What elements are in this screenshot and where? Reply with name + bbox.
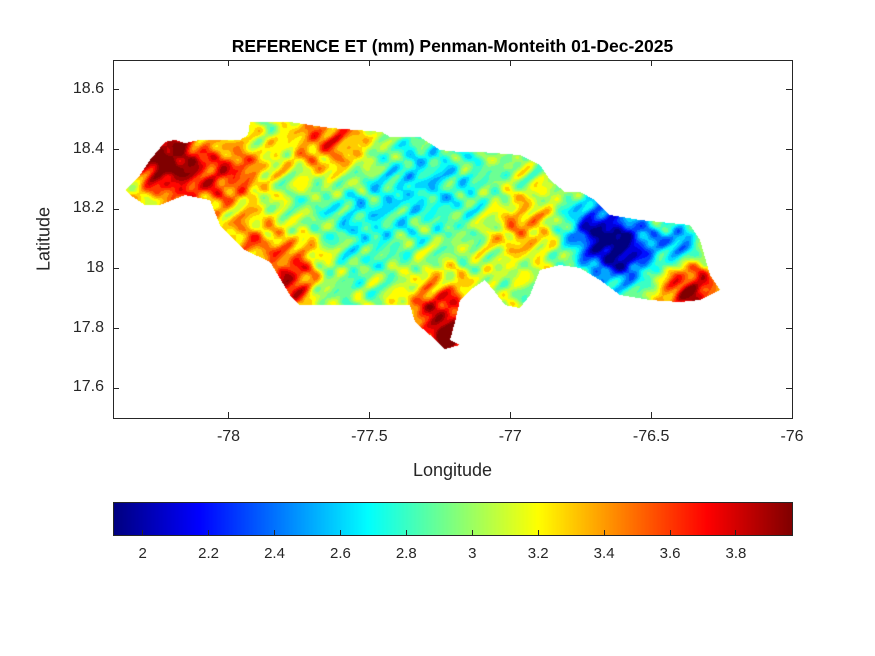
x-tick-label: -76 [780, 428, 804, 445]
colorbar-tick-label: 2.8 [395, 545, 417, 562]
y-tick-mark [786, 268, 792, 270]
x-tick-label: -77 [498, 428, 522, 445]
colorbar-tick-mark [274, 530, 275, 535]
x-tick-mark [791, 412, 793, 418]
x-tick-mark [509, 412, 511, 418]
x-tick-mark [368, 60, 370, 66]
y-tick-mark [113, 328, 119, 329]
x-axis-label: Longitude [412, 460, 493, 480]
colorbar-tick-label: 3.6 [659, 545, 681, 562]
plot-axes [113, 60, 793, 419]
y-tick-label: 18.6 [72, 79, 104, 97]
y-tick-mark [113, 149, 119, 150]
y-tick-label: 17.8 [72, 318, 104, 336]
y-tick-mark [786, 387, 792, 389]
y-axis-label: Latitude [33, 206, 54, 272]
colorbar [113, 502, 793, 536]
colorbar-tick-mark [339, 530, 341, 535]
colorbar-tick-mark [669, 530, 671, 535]
colorbar-tick-mark [208, 530, 210, 535]
y-tick-mark [113, 387, 119, 389]
colorbar-tick-mark [471, 530, 473, 535]
colorbar-tick-label: 3.4 [593, 545, 615, 562]
x-tick-label: -76.5 [632, 428, 670, 445]
y-tick-mark [786, 208, 792, 210]
colorbar-tick-label: 3 [468, 545, 477, 562]
y-tick-mark [113, 89, 119, 91]
colorbar-tick-mark [142, 530, 144, 535]
x-tick-mark [791, 60, 793, 66]
colorbar-tick-mark [603, 530, 605, 535]
colorbar-tick-mark [405, 530, 407, 535]
y-tick-label: 18.4 [72, 139, 104, 157]
y-tick-mark [113, 268, 119, 270]
y-tick-label: 18 [86, 258, 104, 276]
colorbar-tick-label: 2 [138, 545, 147, 562]
x-tick-label: -77.5 [351, 428, 388, 445]
y-tick-mark [786, 89, 792, 91]
colorbar-tick-label: 2.6 [329, 545, 351, 562]
colorbar-tick-label: 2.4 [264, 545, 285, 562]
x-tick-mark [228, 412, 229, 418]
x-tick-mark [509, 60, 511, 66]
et-heatmap [113, 60, 792, 418]
x-tick-mark [650, 60, 652, 66]
x-tick-mark [650, 412, 652, 418]
y-tick-label: 18.2 [72, 199, 104, 217]
chart-title: REFERENCE ET (mm) Penman-Monteith 01-Dec… [231, 36, 674, 56]
x-tick-mark [368, 412, 370, 418]
colorbar-tick-label: 3.8 [725, 545, 747, 562]
x-tick-mark [228, 60, 229, 66]
colorbar-tick-mark [537, 530, 539, 535]
y-tick-mark [786, 328, 792, 329]
y-tick-mark [113, 208, 119, 210]
y-tick-mark [786, 149, 792, 150]
y-tick-label: 17.6 [72, 378, 104, 396]
colorbar-tick-mark [735, 530, 737, 535]
colorbar-gradient [113, 502, 792, 535]
x-tick-label: -78 [216, 428, 241, 445]
colorbar-tick-label: 3.2 [527, 545, 549, 562]
colorbar-tick-label: 2.2 [198, 545, 220, 562]
